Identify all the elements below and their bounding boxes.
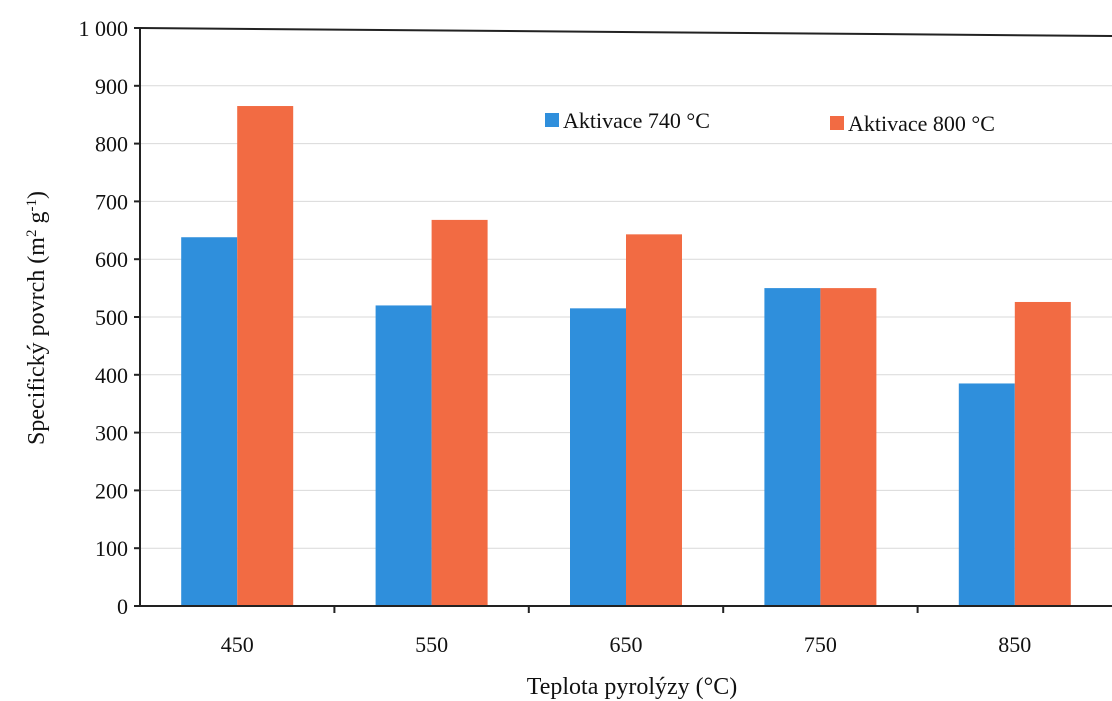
bar-series-1-550 (375, 305, 432, 606)
y-tick-label: 400 (95, 363, 128, 388)
legend-swatch-series-2 (830, 116, 844, 130)
y-axis-title: Specifický povrch (m2 g-1) (24, 191, 50, 445)
x-tick-label: 750 (804, 632, 837, 657)
y-axis-title-main: Specifický povrch (m (24, 237, 50, 445)
x-axis-title: Teplota pyrolýzy (°C) (527, 674, 738, 700)
x-tick-label: 450 (221, 632, 254, 657)
bar-series-2-650 (626, 234, 682, 606)
y-tick-labels: 0 100 200 300 400 500 600 700 800 900 1 000 (79, 16, 129, 619)
y-tick-label: 200 (95, 478, 128, 503)
y-axis-title-mid: g (24, 212, 50, 230)
legend-label-series-1: Aktivace 740 °C (563, 108, 710, 133)
y-tick-label: 600 (95, 247, 128, 272)
axes (134, 27, 1112, 613)
y-tick-label: 800 (95, 132, 128, 157)
bar-series-1-850 (958, 383, 1015, 606)
x-tick-labels: 450 550 650 750 850 (221, 632, 1032, 657)
bar-series-2-850 (1014, 301, 1071, 606)
legend-label-series-2: Aktivace 800 °C (848, 111, 995, 136)
y-axis-title-sup2: -1 (24, 199, 40, 212)
top-border-line (139, 27, 1112, 37)
bar-series-1-750 (764, 288, 821, 606)
bar-series-1-450 (181, 237, 238, 606)
bar-series-2-450 (237, 106, 294, 606)
bar-series-2-550 (431, 219, 488, 606)
x-tick-label: 550 (415, 632, 448, 657)
bar-series-2-750 (820, 288, 877, 606)
y-tick-label: 1 000 (79, 16, 129, 41)
bar-series-1-650 (570, 308, 626, 606)
y-axis-title-end: ) (24, 191, 50, 199)
bars (181, 106, 1071, 606)
y-tick-label: 500 (95, 305, 128, 330)
y-tick-label: 300 (95, 421, 128, 446)
legend-swatch-series-1 (545, 113, 559, 127)
legend: Aktivace 740 °C Aktivace 800 °C (545, 108, 995, 136)
y-tick-label: 0 (117, 594, 128, 619)
y-tick-label: 900 (95, 74, 128, 99)
x-tick-label: 850 (998, 632, 1031, 657)
x-tick-label: 650 (610, 632, 643, 657)
y-tick-label: 100 (95, 536, 128, 561)
y-axis-title-sup1: 2 (24, 230, 40, 238)
y-tick-label: 700 (95, 189, 128, 214)
